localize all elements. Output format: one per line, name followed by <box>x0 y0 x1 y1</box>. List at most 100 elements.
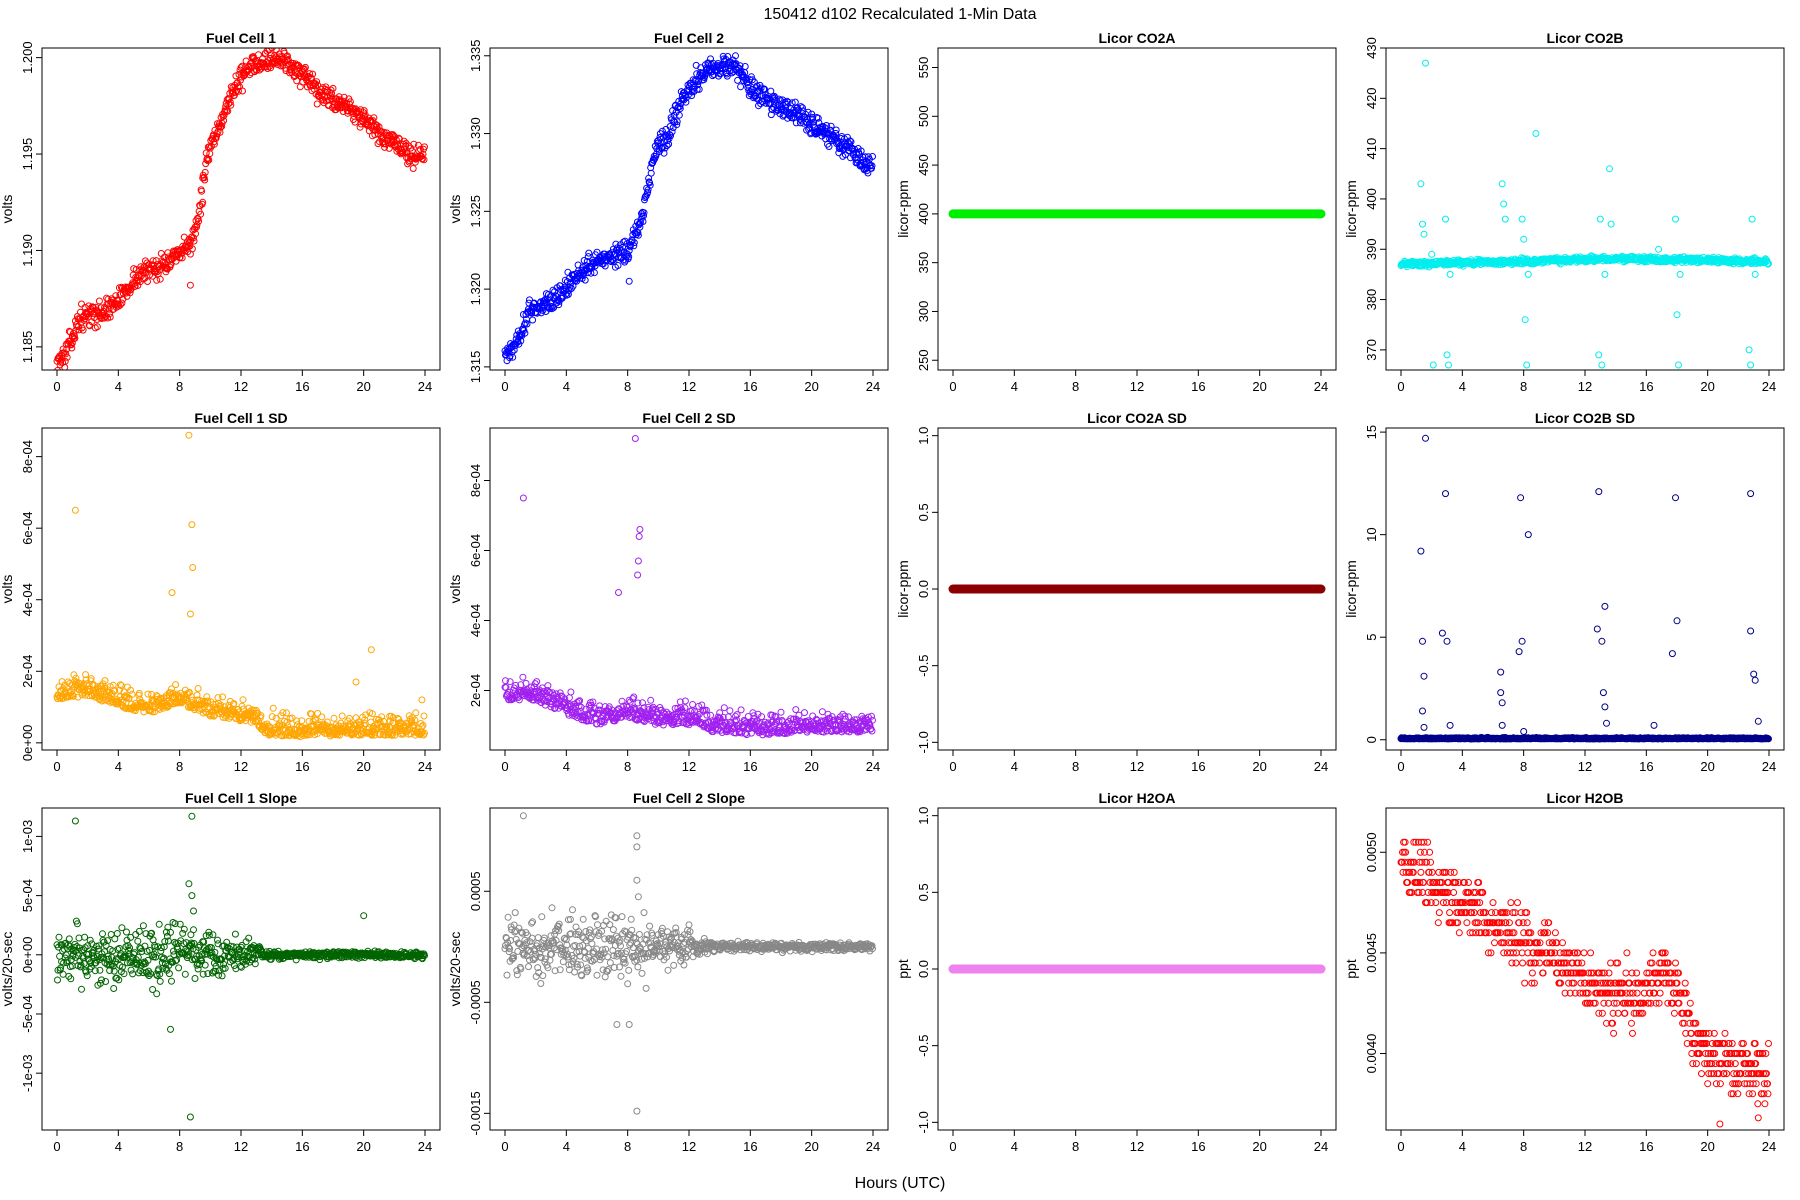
y-tick-label: 0e+00 <box>20 937 35 974</box>
x-tick-label: 24 <box>866 379 880 394</box>
data-point <box>144 690 152 698</box>
panel-9: Fuel Cell 1 Slopevolts/20-sec-1e-03-5e-0… <box>0 790 441 1154</box>
data-point-outlier <box>1518 215 1526 223</box>
x-tick-label: 4 <box>115 379 122 394</box>
data-point <box>172 681 180 689</box>
data-point <box>86 936 94 944</box>
data-point-outlier <box>1497 668 1505 676</box>
data-point <box>201 168 209 176</box>
data-point <box>283 709 290 717</box>
data-point <box>524 308 532 316</box>
data-point <box>98 976 105 984</box>
data-point <box>110 985 118 992</box>
data-point <box>205 931 213 939</box>
data-point-outlier <box>1655 245 1663 253</box>
data-point-outlier <box>1517 494 1525 502</box>
data-point <box>396 149 404 157</box>
data-point <box>597 720 605 728</box>
data-point-outlier <box>634 571 642 579</box>
data-point <box>788 99 796 107</box>
data-points <box>1397 434 1772 743</box>
data-point <box>257 712 265 720</box>
data-point <box>810 118 818 126</box>
x-tick-label: 8 <box>1520 379 1527 394</box>
data-point <box>309 70 317 78</box>
data-point <box>215 971 222 979</box>
x-tick-label: 12 <box>1130 759 1144 774</box>
y-tick-label: 1.335 <box>468 40 483 73</box>
data-point <box>377 730 384 738</box>
data-point <box>584 269 592 277</box>
data-point <box>82 671 90 679</box>
data-points <box>53 431 428 741</box>
data-point <box>750 712 758 720</box>
data-point <box>269 704 277 712</box>
data-points <box>501 435 876 739</box>
panel-3: Licor CO2Alicor-ppm250300350400450500550… <box>895 30 1337 394</box>
plot-frame <box>489 47 889 371</box>
y-tick-label: 250 <box>916 349 931 371</box>
data-point-outlier <box>1422 59 1429 67</box>
data-point-outlier <box>1747 627 1755 635</box>
data-point <box>124 959 131 967</box>
data-point <box>198 187 206 195</box>
data-point <box>698 701 706 709</box>
y-tick-label: 2e-04 <box>468 674 483 707</box>
data-point <box>361 716 369 724</box>
y-axis-label: licor-ppm <box>895 560 911 618</box>
x-tick-label: 16 <box>1639 379 1653 394</box>
data-point <box>91 308 99 316</box>
panel-title: Licor CO2B SD <box>1535 410 1635 426</box>
data-point <box>576 697 584 705</box>
x-tick-label: 20 <box>804 379 818 394</box>
data-point-outlier <box>1747 361 1755 369</box>
data-point <box>155 965 163 973</box>
data-point-outlier <box>1420 723 1428 731</box>
data-point <box>544 291 552 299</box>
data-point <box>675 719 683 727</box>
data-point <box>181 247 189 255</box>
data-point <box>180 925 188 933</box>
data-point <box>640 212 647 220</box>
y-axis-label: volts <box>0 195 15 224</box>
data-point <box>156 275 164 283</box>
data-point <box>818 708 826 716</box>
data-point <box>589 698 597 706</box>
x-tick-label: 4 <box>1459 759 1466 774</box>
y-tick-label: 420 <box>1364 87 1379 109</box>
data-point <box>362 711 370 719</box>
data-point <box>217 701 225 709</box>
data-point <box>801 709 808 717</box>
data-point <box>519 673 527 681</box>
data-point <box>116 301 124 309</box>
y-tick-label: 5e-04 <box>20 879 35 912</box>
data-point <box>115 976 123 984</box>
data-point <box>646 181 654 189</box>
data-point <box>132 956 140 964</box>
data-point <box>564 290 572 298</box>
data-point <box>533 678 541 686</box>
data-point-outlier <box>1429 361 1437 369</box>
data-point <box>62 350 70 358</box>
data-point <box>192 230 199 238</box>
data-point <box>104 952 112 960</box>
data-point <box>101 677 109 685</box>
plot-frame <box>489 427 889 751</box>
y-tick-label: 1.315 <box>468 351 483 384</box>
data-point <box>153 990 161 998</box>
data-point <box>170 947 177 955</box>
data-point <box>208 949 216 957</box>
data-point <box>118 963 126 971</box>
panel-title: Licor CO2B <box>1546 30 1623 46</box>
data-point <box>400 137 408 145</box>
data-point <box>329 84 337 92</box>
panel-5: Fuel Cell 1 SDvolts0e+002e-044e-046e-048… <box>0 410 441 774</box>
data-point-outlier <box>1419 707 1426 715</box>
data-point <box>709 59 717 67</box>
data-point <box>343 729 351 737</box>
data-point <box>619 243 627 251</box>
data-point-outlier <box>1443 351 1451 359</box>
data-point <box>106 313 114 321</box>
data-point <box>298 717 306 725</box>
data-point <box>868 712 875 720</box>
